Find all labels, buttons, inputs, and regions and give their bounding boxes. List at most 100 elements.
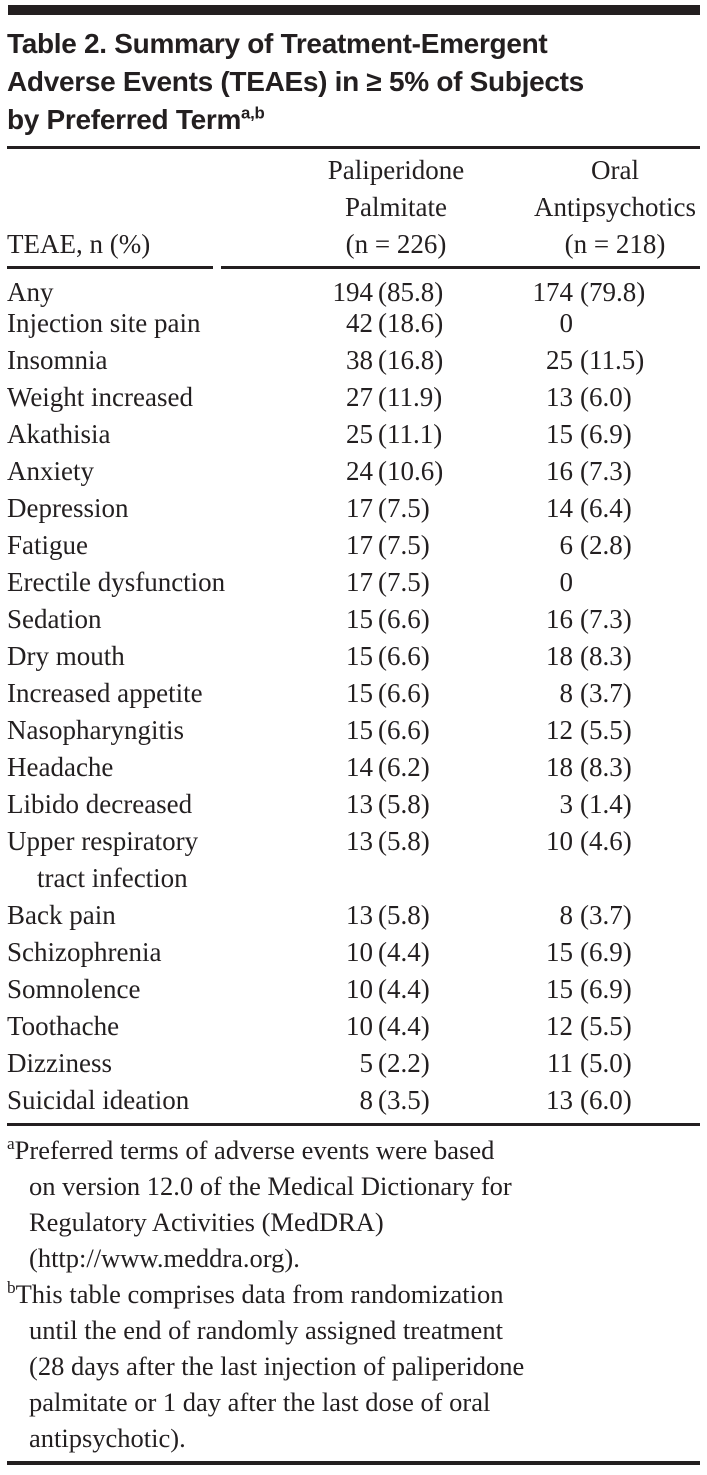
- paliperidone-count: 17: [346, 493, 373, 523]
- teae-term-cell: Akathisia: [7, 416, 330, 453]
- teae-term-cell: Toothache: [7, 1008, 330, 1045]
- oral-percent: (11.5): [580, 345, 645, 375]
- oral-percent: (79.8): [580, 277, 646, 307]
- table-row: Suicidal ideation 8 (3.5) 13 (6.0): [7, 1082, 700, 1119]
- oral-count: 12: [546, 1011, 573, 1041]
- paliperidone-percent: (6.2): [378, 752, 430, 782]
- header-rule: [7, 266, 700, 269]
- paliperidone-count: 15: [346, 641, 373, 671]
- paliperidone-percent: (10.6): [378, 456, 444, 486]
- paliperidone-count: 13: [346, 826, 373, 856]
- teae-term: Insomnia: [7, 345, 108, 375]
- table-row: Sedation 15 (6.6) 16 (7.3): [7, 601, 700, 638]
- table-body: Any 194 (85.8) 174 (79.8) Injection site…: [7, 269, 700, 1123]
- title-rule: [7, 146, 700, 149]
- teae-term: Dry mouth: [7, 641, 125, 671]
- title-footnote-markers: a,b: [241, 103, 265, 123]
- table-row: Nasopharyngitis 15 (6.6) 12 (5.5): [7, 712, 700, 749]
- teae-term-cell: Injection site pain: [7, 305, 330, 342]
- oral-percent: (5.0): [580, 1048, 632, 1078]
- oral-percent: (8.3): [580, 641, 632, 671]
- paliperidone-percent: (5.8): [378, 900, 430, 930]
- table-header-row: TEAE, n (%) Paliperidone Palmitate (n = …: [7, 149, 700, 266]
- paliperidone-count: 13: [346, 900, 373, 930]
- oral-count: 0: [559, 567, 574, 597]
- footnote-b-text: This table comprises data from randomiza…: [15, 1279, 525, 1453]
- table-row: Schizophrenia 10 (4.4) 15 (6.9): [7, 934, 700, 971]
- oral-percent: (5.5): [580, 715, 632, 745]
- paliperidone-percent: (18.6): [378, 308, 444, 338]
- paliperidone-count: 15: [346, 678, 373, 708]
- oral-percent: (5.5): [580, 1011, 632, 1041]
- paliperidone-count: 17: [346, 530, 373, 560]
- table-row: Erectile dysfunction 17 (7.5) 0: [7, 564, 700, 601]
- teae-term: Erectile dysfunction: [7, 567, 226, 597]
- teae-term: Increased appetite: [7, 678, 203, 708]
- paliperidone-percent: (11.1): [378, 419, 443, 449]
- paliperidone-percent: (5.8): [378, 826, 430, 856]
- oral-percent: (6.0): [580, 382, 632, 412]
- table-row: Depression 17 (7.5) 14 (6.4): [7, 490, 700, 527]
- oral-count: 16: [546, 604, 573, 634]
- teae-term: Toothache: [7, 1011, 120, 1041]
- footnote-a: aPreferred terms of adverse events were …: [7, 1132, 700, 1276]
- teae-term: Libido decreased: [7, 789, 193, 819]
- oral-percent: (6.9): [580, 937, 632, 967]
- header-rule-gap: [213, 266, 221, 269]
- table-row: Anxiety 24 (10.6) 16 (7.3): [7, 453, 700, 490]
- table-title-text: Table 2. Summary of Treatment-Emergent A…: [7, 28, 584, 135]
- paliperidone-count: 15: [346, 604, 373, 634]
- oral-percent: (6.0): [580, 1085, 632, 1115]
- footnotes-section: aPreferred terms of adverse events were …: [7, 1126, 700, 1461]
- oral-percent: (1.4): [580, 789, 632, 819]
- paliperidone-percent: (5.8): [378, 789, 430, 819]
- paliperidone-count: 10: [346, 974, 373, 1004]
- bottom-rule: [7, 1461, 700, 1465]
- table-row: Fatigue 17 (7.5) 6 (2.8): [7, 527, 700, 564]
- teae-term-cell: Increased appetite: [7, 675, 330, 712]
- oral-count: 10: [546, 826, 573, 856]
- footnote-b: bThis table comprises data from randomiz…: [7, 1276, 700, 1456]
- oral-percent: (3.7): [580, 900, 632, 930]
- paliperidone-count: 13: [346, 789, 373, 819]
- oral-count: 15: [546, 419, 573, 449]
- paliperidone-percent: (7.5): [378, 493, 430, 523]
- paliperidone-percent: (2.2): [378, 1048, 430, 1078]
- paliperidone-count: 38: [346, 345, 373, 375]
- oral-count: 3: [559, 789, 574, 819]
- table-top-bar: [8, 5, 700, 15]
- paliperidone-count: 10: [346, 937, 373, 967]
- teae-term-cell: Schizophrenia: [7, 934, 330, 971]
- paliperidone-percent: (4.4): [378, 937, 430, 967]
- oral-percent: (6.9): [580, 974, 632, 1004]
- teae-term-cell: Insomnia: [7, 342, 330, 379]
- paliperidone-percent: (4.4): [378, 974, 430, 1004]
- table-row: Toothache 10 (4.4) 12 (5.5): [7, 1008, 700, 1045]
- oral-count: 18: [546, 752, 573, 782]
- table-row: Somnolence 10 (4.4) 15 (6.9): [7, 971, 700, 1008]
- teae-term: Any: [7, 277, 54, 307]
- paliperidone-percent: (6.6): [378, 715, 430, 745]
- oral-percent: (6.4): [580, 493, 632, 523]
- teae-term: Headache: [7, 752, 114, 782]
- footnote-marker-a: a: [7, 1134, 15, 1154]
- oral-count: 6: [559, 530, 574, 560]
- oral-count: 8: [559, 678, 574, 708]
- paliperidone-count: 15: [346, 715, 373, 745]
- teae-term: Somnolence: [7, 974, 141, 1004]
- teae-term-cell: Upper respiratory tract infection: [7, 823, 330, 897]
- footnote-a-text: Preferred terms of adverse events were b…: [14, 1135, 512, 1273]
- paliperidone-count: 5: [359, 1048, 374, 1078]
- oral-count: 16: [546, 456, 573, 486]
- teae-term: Sedation: [7, 604, 102, 634]
- teae-term-cell: Anxiety: [7, 453, 330, 490]
- paliperidone-count: 194: [332, 277, 374, 307]
- table-row: Weight increased 27 (11.9) 13 (6.0): [7, 379, 700, 416]
- table-row: Insomnia 38 (16.8) 25 (11.5): [7, 342, 700, 379]
- oral-count: 13: [546, 1085, 573, 1115]
- paliperidone-percent: (3.5): [378, 1085, 430, 1115]
- paliperidone-count: 17: [346, 567, 373, 597]
- column-header-teae: TEAE, n (%): [7, 229, 151, 259]
- oral-count: 18: [546, 641, 573, 671]
- table-row: Upper respiratory tract infection 13 (5.8…: [7, 823, 700, 897]
